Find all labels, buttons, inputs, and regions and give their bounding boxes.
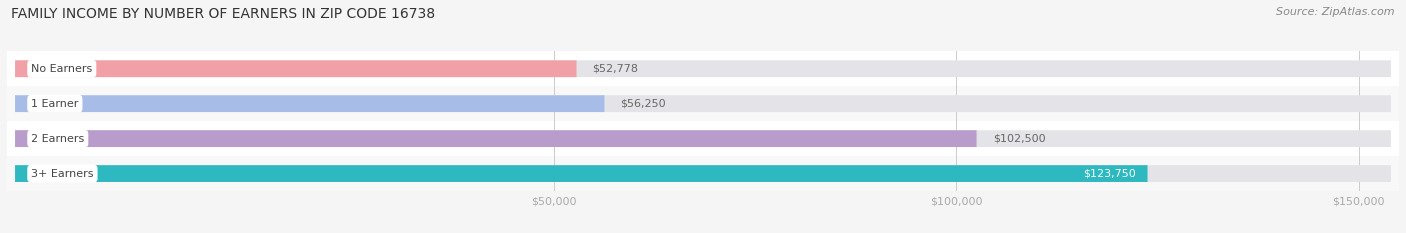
FancyBboxPatch shape (7, 86, 1399, 121)
FancyBboxPatch shape (7, 51, 1399, 86)
FancyBboxPatch shape (15, 95, 1391, 112)
FancyBboxPatch shape (7, 121, 1399, 156)
FancyBboxPatch shape (15, 130, 1391, 147)
Text: $56,250: $56,250 (620, 99, 666, 109)
Text: 1 Earner: 1 Earner (31, 99, 79, 109)
Text: FAMILY INCOME BY NUMBER OF EARNERS IN ZIP CODE 16738: FAMILY INCOME BY NUMBER OF EARNERS IN ZI… (11, 7, 436, 21)
Text: 3+ Earners: 3+ Earners (31, 169, 94, 178)
Text: $52,778: $52,778 (592, 64, 638, 74)
Text: Source: ZipAtlas.com: Source: ZipAtlas.com (1277, 7, 1395, 17)
FancyBboxPatch shape (15, 130, 977, 147)
Text: 2 Earners: 2 Earners (31, 134, 84, 144)
FancyBboxPatch shape (15, 165, 1391, 182)
FancyBboxPatch shape (15, 60, 1391, 77)
FancyBboxPatch shape (15, 165, 1147, 182)
FancyBboxPatch shape (15, 95, 605, 112)
FancyBboxPatch shape (15, 60, 576, 77)
Text: $123,750: $123,750 (1083, 169, 1136, 178)
FancyBboxPatch shape (7, 156, 1399, 191)
Text: $102,500: $102,500 (993, 134, 1045, 144)
Text: No Earners: No Earners (31, 64, 93, 74)
